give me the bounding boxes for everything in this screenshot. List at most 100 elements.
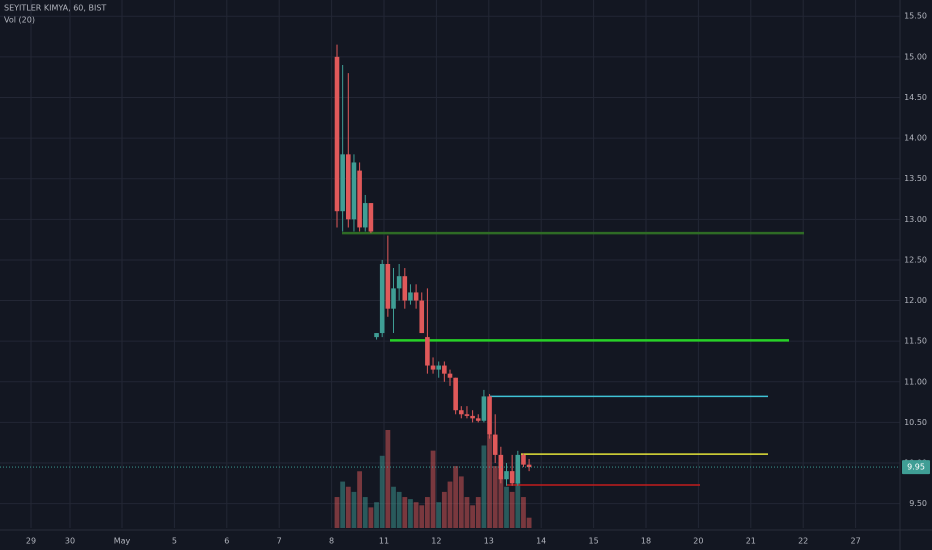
volume-bar <box>345 486 351 528</box>
candle-body <box>498 454 504 480</box>
volume-bar <box>436 502 442 528</box>
volume-bar <box>419 505 425 528</box>
volume-bar <box>458 476 464 528</box>
volume-bar <box>498 476 504 528</box>
x-tick-label: 30 <box>65 537 75 546</box>
candle-body <box>362 203 368 228</box>
candle-body <box>526 464 532 468</box>
x-tick-label: 13 <box>484 537 494 546</box>
candle-body <box>459 410 464 415</box>
x-tick-label: 14 <box>536 537 546 546</box>
volume-bar <box>464 497 470 528</box>
x-tick-label: 7 <box>277 537 282 546</box>
y-tick-label: 11.50 <box>904 337 927 346</box>
volume-bar <box>374 502 379 528</box>
volume-bar <box>487 435 492 528</box>
candle-body <box>396 276 402 289</box>
volume-bar <box>340 481 346 528</box>
volume-bar <box>475 497 481 528</box>
volume-bar <box>413 502 419 528</box>
x-tick-label: 15 <box>589 537 599 546</box>
volume-bar <box>509 491 515 528</box>
x-tick-label: 11 <box>379 537 389 546</box>
volume-bar <box>481 445 487 528</box>
candle-body <box>504 471 509 480</box>
candle-body <box>470 415 475 419</box>
volume-bar <box>334 497 340 528</box>
volume-bar <box>441 491 447 528</box>
x-tick-label: 8 <box>329 537 334 546</box>
y-tick-label: 11.00 <box>904 377 927 386</box>
candle-body <box>419 300 425 334</box>
y-tick-label: 14.50 <box>904 93 927 102</box>
y-tick-label: 15.50 <box>904 12 927 21</box>
candle-body <box>464 414 470 416</box>
volume-bar <box>396 491 402 528</box>
last-price-label: 9.95 <box>907 463 925 472</box>
volume-bar <box>526 517 532 528</box>
y-tick-label: 12.50 <box>904 255 927 264</box>
candle-body <box>509 471 515 484</box>
y-tick-label: 14.00 <box>904 134 927 143</box>
candle-body <box>391 288 396 309</box>
y-tick-label: 10.50 <box>904 418 927 427</box>
y-tick-label: 9.50 <box>909 499 927 508</box>
x-tick-label: 22 <box>798 537 808 546</box>
y-tick-label: 12.00 <box>904 296 927 305</box>
volume-bar <box>408 499 413 528</box>
candle-body <box>374 333 379 338</box>
candle-body <box>475 418 481 421</box>
volume-bar <box>504 486 509 528</box>
volume-legend: Vol (20) <box>4 16 35 25</box>
volume-bar <box>368 507 374 528</box>
volume-bar <box>453 466 459 528</box>
volume-bar <box>351 491 357 528</box>
volume-bar <box>515 481 521 528</box>
volume-bar <box>447 481 453 528</box>
volume-bar <box>430 450 436 528</box>
x-tick-label: 20 <box>693 537 703 546</box>
candle-body <box>340 154 345 212</box>
y-tick-label: 13.00 <box>904 215 927 224</box>
volume-bar <box>385 430 391 528</box>
candle-body <box>442 365 447 374</box>
candle-body <box>402 276 408 301</box>
candle-body <box>379 264 385 334</box>
candle-body <box>385 264 391 309</box>
candle-body <box>368 203 374 232</box>
candle-body <box>487 396 492 435</box>
x-tick-label: 21 <box>746 537 756 546</box>
candle-body <box>447 373 453 378</box>
volume-bar <box>470 505 475 528</box>
candle-body <box>481 396 487 421</box>
x-tick-label: 27 <box>851 537 861 546</box>
volume-bar <box>492 466 498 528</box>
candle-body <box>515 454 521 484</box>
candle-body <box>357 170 362 228</box>
x-tick-label: 18 <box>641 537 651 546</box>
candle-body <box>408 292 413 301</box>
x-tick-label: 6 <box>224 537 229 546</box>
candle-body <box>425 337 430 366</box>
volume-bar <box>402 497 408 528</box>
candle-body <box>521 454 526 465</box>
y-tick-label: 13.50 <box>904 174 927 183</box>
candle-body <box>436 365 441 370</box>
x-tick-label: May <box>114 537 131 546</box>
y-tick-label: 15.00 <box>904 52 927 61</box>
candle-body <box>334 56 340 212</box>
volume-bar <box>391 486 396 528</box>
candle-body <box>346 154 351 220</box>
last-price-box <box>902 460 930 475</box>
chart-title: SEYITLER KIMYA, 60, BIST <box>4 4 106 13</box>
candle-body <box>351 162 357 220</box>
candle-body <box>492 434 498 455</box>
candle-body <box>413 292 419 301</box>
volume-bar <box>521 497 526 528</box>
candle-body <box>453 377 458 411</box>
x-tick-label: 29 <box>26 537 36 546</box>
volume-bar <box>425 497 430 528</box>
volume-bar <box>362 497 368 528</box>
